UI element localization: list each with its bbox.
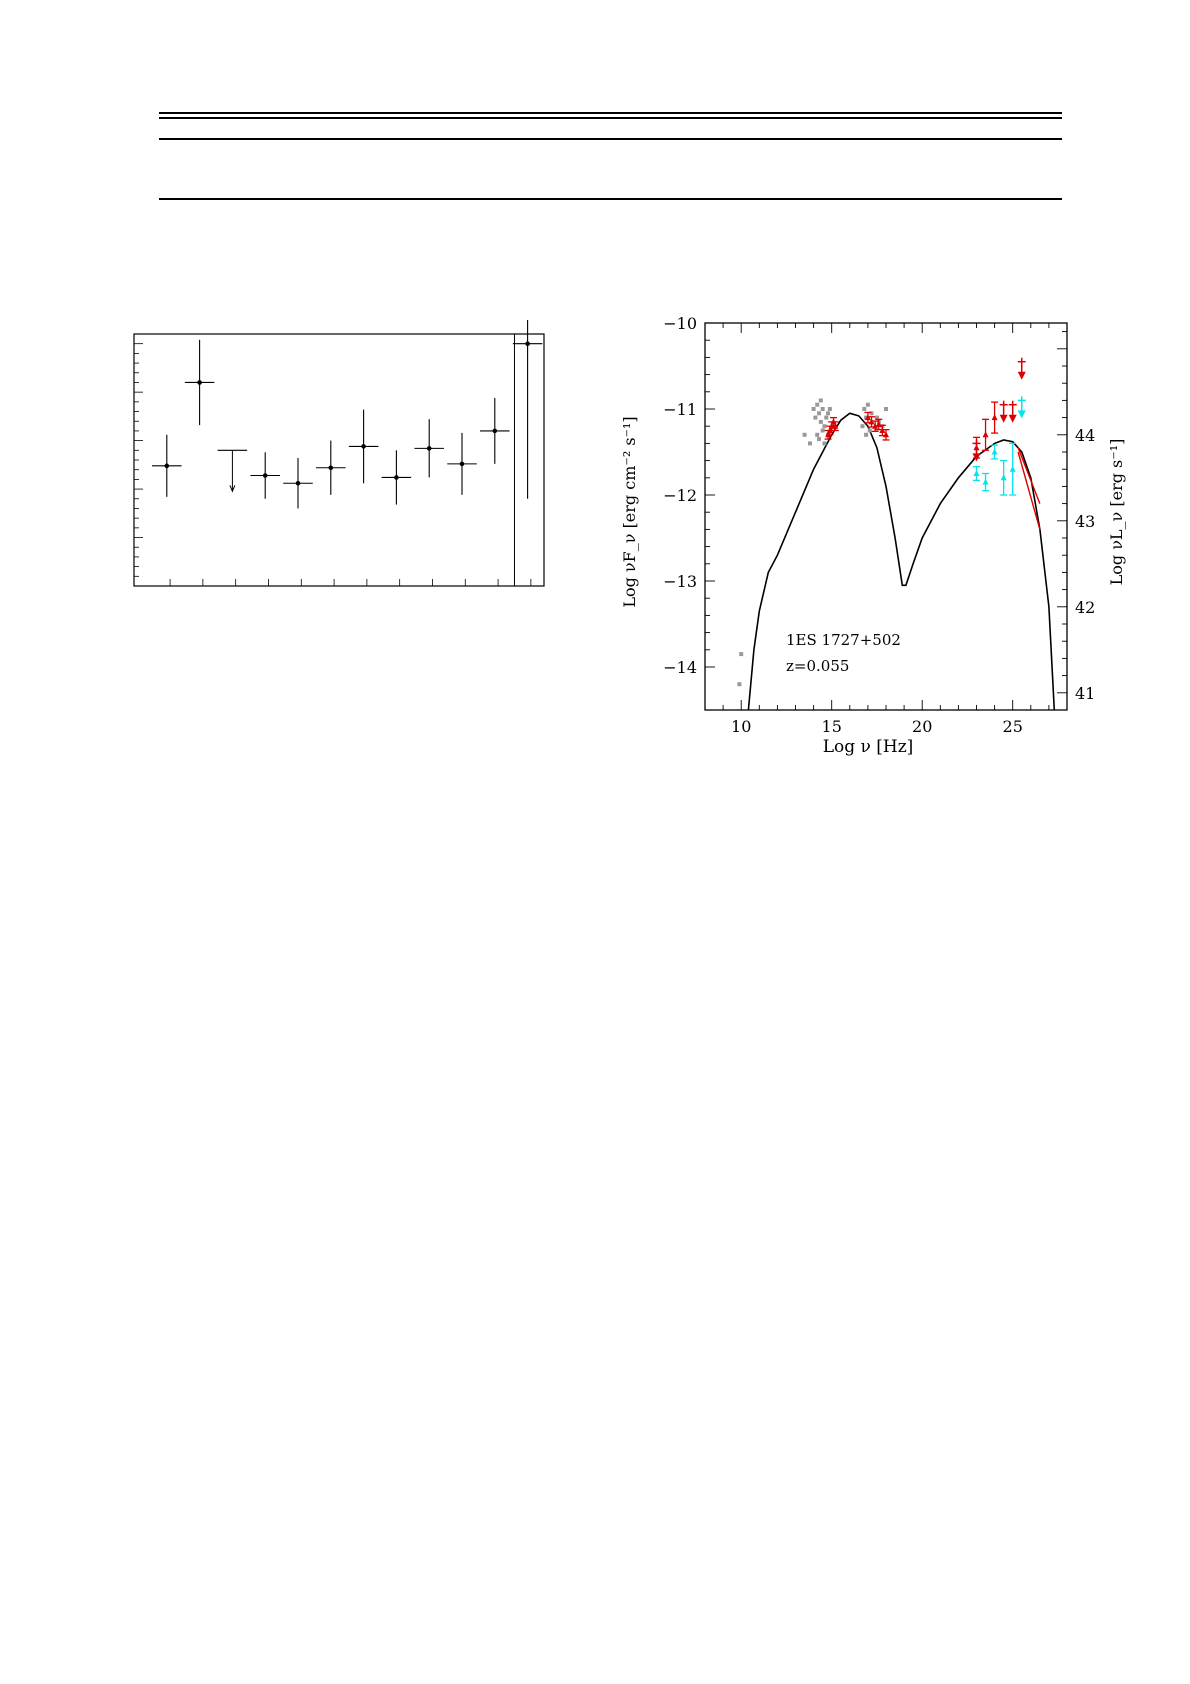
sed-x-tick-label: 25 <box>1003 717 1023 736</box>
sed-red-point <box>982 431 989 438</box>
table-top-rule-2 <box>159 117 1062 119</box>
lightcurve-point <box>197 380 202 385</box>
sed-source-label: 1ES 1727+502 <box>786 631 901 649</box>
sed-archival-point <box>815 402 820 407</box>
lightcurve-point <box>394 475 399 480</box>
sed-archival-point <box>884 407 888 411</box>
sed-archival-point <box>874 415 879 420</box>
sed-y2-tick-label: 41 <box>1075 684 1095 703</box>
sed-archival-point <box>862 407 867 411</box>
sed-archival-point <box>737 682 742 687</box>
lightcurve-point <box>361 444 366 449</box>
lightcurve-upper-limit-arrow <box>229 485 236 493</box>
sed-archival-point <box>867 428 872 433</box>
sed-y-tick-label: −11 <box>663 400 697 419</box>
sed-red-upper-limit-arrow <box>1008 414 1017 423</box>
sed-cyan-point <box>1000 474 1007 481</box>
lightcurve-ticks <box>134 333 532 587</box>
sed-x-axis-label: Log ν [Hz] <box>823 737 914 757</box>
sed-archival-point <box>822 424 827 429</box>
sed-archival-point <box>807 441 812 446</box>
lightcurve-point <box>328 465 334 471</box>
sed-archival-point <box>813 415 818 420</box>
sed-red-point <box>872 422 879 429</box>
lightcurve-point <box>426 446 432 451</box>
lightcurve-point <box>492 428 498 434</box>
sed-archival-point <box>860 424 865 429</box>
sed-y-tick-label: −12 <box>663 486 697 505</box>
sed-archival-point <box>817 437 822 442</box>
sed-cyan-point <box>991 448 998 455</box>
lightcurve-point <box>262 473 268 478</box>
table-bottom-rule <box>159 198 1062 200</box>
sed-axes-box <box>704 322 1068 711</box>
lightcurve-chart <box>133 320 545 587</box>
sed-red-upper-limit-arrow <box>972 453 981 462</box>
sed-x-tick-label: 20 <box>912 717 932 736</box>
sed-archival-point <box>818 398 823 403</box>
sed-archival-point <box>818 419 823 424</box>
lightcurve-point <box>164 463 170 469</box>
sed-cyan-point <box>982 478 989 485</box>
lightcurve-axes-box <box>133 333 545 587</box>
sed-cyan-point <box>973 470 980 476</box>
sed-archival-point <box>865 402 870 407</box>
sed-red-point <box>864 414 871 421</box>
sed-x-tick-label: 15 <box>822 717 842 736</box>
sed-y2-tick-label: 44 <box>1075 426 1095 445</box>
sed-archival-point <box>822 441 827 446</box>
sed-redshift-label: z=0.055 <box>786 657 849 675</box>
lightcurve-point <box>459 461 465 467</box>
sed-red-point <box>883 431 889 438</box>
sed-archival-point <box>820 407 825 411</box>
sed-red-upper-limit-arrow <box>999 414 1008 423</box>
sed-bowtie-upper <box>1017 447 1041 504</box>
sed-y2-tick-label: 42 <box>1075 598 1095 617</box>
sed-red-point <box>868 418 875 425</box>
sed-cyan-upper-limit-arrow <box>1017 410 1026 419</box>
sed-archival-point <box>864 415 869 420</box>
sed-red-point <box>875 420 882 427</box>
table-header-rule <box>159 138 1062 140</box>
sed-cyan-point <box>1009 465 1016 472</box>
sed-archival-point <box>824 415 829 420</box>
sed-data <box>737 357 1056 711</box>
sed-y-tick-label: −10 <box>663 314 697 333</box>
sed-archival-point <box>739 652 744 657</box>
sed-archival-point <box>869 411 874 416</box>
sed-archival-point <box>802 432 807 437</box>
lightcurve-frame <box>133 333 545 587</box>
sed-archival-point <box>815 432 820 437</box>
sed-archival-point <box>811 407 816 411</box>
sed-chart: 10 15 20 25 −14 −13 −12 −11 −10 41 42 43 44 Log ν [H… <box>620 314 1126 757</box>
sed-x-tick-label: 10 <box>731 717 751 736</box>
sed-y-tick-label: −13 <box>663 572 697 591</box>
sed-y-tick-label: −14 <box>663 658 697 677</box>
sed-frame <box>704 322 1068 711</box>
lightcurve-point <box>525 341 530 346</box>
table-top-rule-1 <box>159 112 1062 114</box>
sed-y2-tick-label: 43 <box>1075 512 1095 531</box>
sed-ticks <box>704 322 1068 711</box>
sed-archival-point <box>820 428 825 433</box>
sed-bowtie-lower <box>1017 451 1041 530</box>
sed-red-point <box>879 427 886 433</box>
sed-red-point <box>832 422 839 429</box>
sed-archival-point <box>864 432 869 437</box>
sed-tick-labels: 10 15 20 25 −14 −13 −12 −11 −10 41 42 43 44 <box>663 314 1095 736</box>
sed-red-upper-limit-arrow <box>1017 371 1026 380</box>
sed-red-point <box>991 414 998 421</box>
lightcurve-point <box>295 480 301 486</box>
sed-y-axis-label-right: Log νL_ν [erg s⁻¹] <box>1107 439 1126 586</box>
sed-archival-point <box>826 411 831 416</box>
sed-archival-point <box>817 411 822 416</box>
sed-y-axis-label-left: Log νF_ν [erg cm⁻² s⁻¹] <box>620 416 639 607</box>
sed-archival-point <box>827 407 832 411</box>
lightcurve-points <box>152 320 543 509</box>
